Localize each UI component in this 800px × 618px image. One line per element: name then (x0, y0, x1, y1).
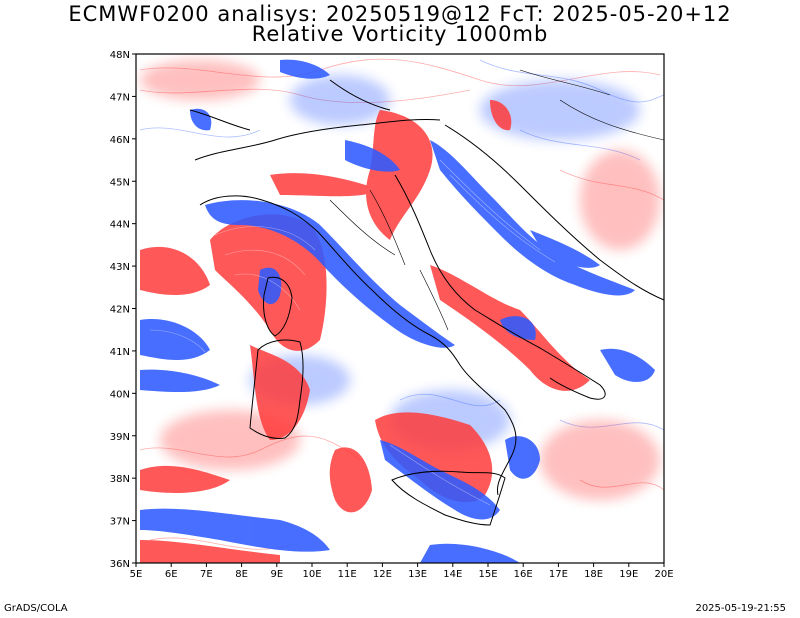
y-tick-label: 45N (110, 177, 130, 188)
footer-credit: GrADS/COLA (4, 603, 68, 614)
map-subtitle: Relative Vorticity 1000mb (251, 22, 549, 46)
y-tick-label: 42N (110, 305, 130, 316)
coastline (189, 69, 665, 526)
x-tick-label: 9E (270, 569, 283, 580)
y-tick-label: 37N (110, 517, 130, 528)
y-tick-label: 46N (110, 135, 130, 146)
x-tick-label: 10E (302, 569, 321, 580)
map-title: ECMWF0200 analisys: 20250519@12 FcT: 202… (68, 2, 732, 26)
x-tick-label: 5E (130, 569, 143, 580)
x-tick-label: 8E (235, 569, 248, 580)
x-tick-label: 7E (200, 569, 213, 580)
y-tick-label: 39N (110, 432, 130, 443)
contour-field (136, 54, 664, 563)
y-axis: 36N 37N 38N 39N 40N 41N 42N 43N 44N 45N 46N 47N 48N (110, 50, 136, 570)
x-tick-label: 6E (165, 569, 178, 580)
x-tick-label: 18E (584, 569, 603, 580)
x-tick-label: 16E (514, 569, 533, 580)
y-tick-label: 43N (110, 262, 130, 273)
x-tick-label: 17E (549, 569, 568, 580)
y-tick-label: 47N (110, 92, 130, 103)
y-tick-label: 48N (110, 50, 130, 61)
footer-timestamp: 2025-05-19-21:55 (695, 603, 786, 614)
y-tick-label: 38N (110, 474, 130, 485)
y-tick-label: 44N (110, 220, 130, 231)
y-tick-label: 36N (110, 559, 130, 570)
x-tick-label: 19E (619, 569, 638, 580)
x-axis: 5E 6E 7E 8E 9E 10E 11E 12E 13E 14E 15E 16E 17E 18E 19E… (130, 563, 674, 580)
x-tick-label: 15E (478, 569, 497, 580)
x-tick-label: 11E (338, 569, 357, 580)
y-tick-label: 41N (110, 347, 130, 358)
y-tick-label: 40N (110, 389, 130, 400)
x-tick-label: 20E (654, 569, 673, 580)
x-tick-label: 14E (443, 569, 462, 580)
x-tick-label: 13E (408, 569, 427, 580)
x-tick-label: 12E (373, 569, 392, 580)
